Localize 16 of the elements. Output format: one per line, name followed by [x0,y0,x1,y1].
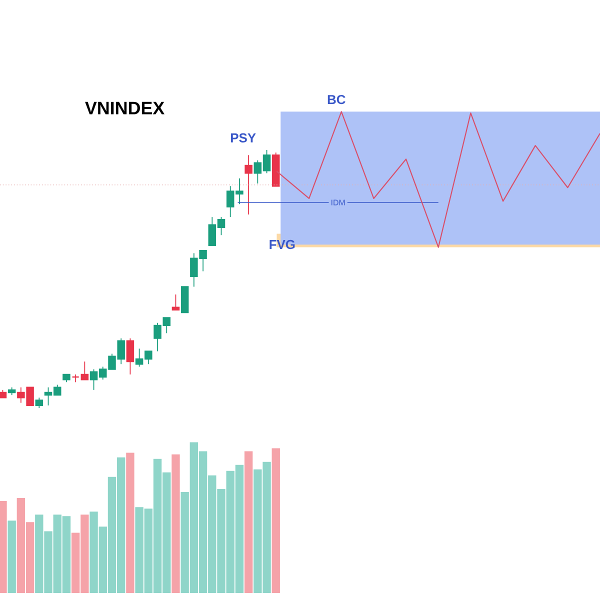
bar [272,448,280,593]
candlestick [172,294,180,311]
bar [8,520,16,593]
chart-title: VNINDEX [85,102,165,114]
candlestick [80,361,89,380]
text: PSY [231,133,256,142]
candlestick [244,154,252,215]
candlestick [35,397,44,408]
band-label: FVG [270,240,295,250]
bar [126,452,134,593]
candlestick [72,374,80,383]
bar [244,451,253,593]
text: BC [328,94,346,104]
bar [172,454,180,593]
bar [0,501,7,593]
candlestick [126,338,134,375]
